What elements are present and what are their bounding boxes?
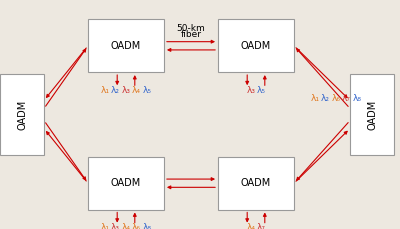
Text: λ₇: λ₇ bbox=[257, 223, 266, 229]
Text: OADM: OADM bbox=[367, 99, 377, 130]
Text: OADM: OADM bbox=[241, 41, 271, 51]
Text: λ₃: λ₃ bbox=[246, 86, 255, 95]
Text: 50-km: 50-km bbox=[177, 24, 205, 33]
Text: λ₈: λ₈ bbox=[142, 223, 151, 229]
Text: λ₁: λ₁ bbox=[101, 223, 110, 229]
Bar bbox=[350, 74, 394, 155]
Bar bbox=[218, 157, 294, 210]
Bar bbox=[88, 157, 164, 210]
Text: OADM: OADM bbox=[111, 178, 141, 188]
Text: λ₅: λ₅ bbox=[257, 86, 266, 95]
Text: λ₈: λ₈ bbox=[352, 94, 361, 103]
Text: λ₇: λ₇ bbox=[342, 94, 351, 103]
Text: λ₆: λ₆ bbox=[332, 94, 340, 103]
Text: OADM: OADM bbox=[111, 41, 141, 51]
Text: λ₂: λ₂ bbox=[321, 94, 330, 103]
Text: λ₃: λ₃ bbox=[111, 223, 120, 229]
Text: fiber: fiber bbox=[180, 30, 202, 39]
Text: λ₄: λ₄ bbox=[246, 223, 255, 229]
Text: OADM: OADM bbox=[241, 178, 271, 188]
Text: λ₅: λ₅ bbox=[142, 86, 151, 95]
Text: λ₆: λ₆ bbox=[132, 223, 141, 229]
Text: λ₁: λ₁ bbox=[101, 86, 110, 95]
Text: λ₁: λ₁ bbox=[311, 94, 320, 103]
Text: λ₃: λ₃ bbox=[122, 86, 130, 95]
Bar bbox=[0, 74, 44, 155]
Bar bbox=[88, 19, 164, 72]
Bar bbox=[218, 19, 294, 72]
Text: OADM: OADM bbox=[17, 99, 27, 130]
Text: λ₄: λ₄ bbox=[132, 86, 141, 95]
Text: λ₂: λ₂ bbox=[111, 86, 120, 95]
Text: λ₄: λ₄ bbox=[122, 223, 130, 229]
